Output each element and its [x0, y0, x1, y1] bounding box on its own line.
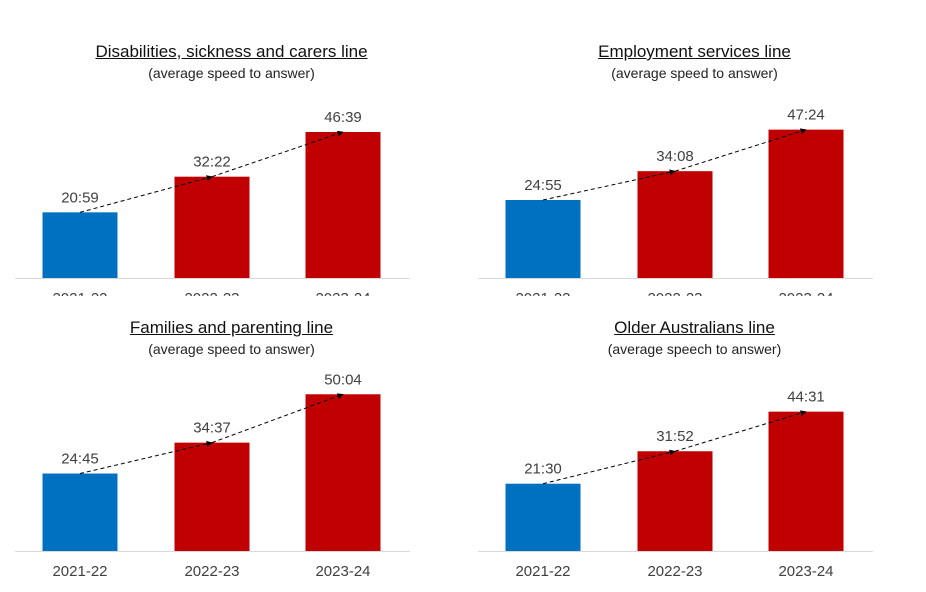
chart-title: Employment services line	[598, 42, 791, 61]
chart-title: Older Australians line	[614, 318, 775, 337]
bar-2022-23	[637, 451, 713, 551]
x-tick-label: 2021-22	[52, 290, 107, 296]
x-tick-label: 2022-23	[647, 290, 702, 296]
chart-subtitle: (average speech to answer)	[607, 341, 782, 357]
trend-arrow	[79, 175, 213, 213]
data-label: 46:39	[324, 109, 362, 126]
bar-2023-24	[768, 129, 844, 278]
trend-arrow	[542, 169, 676, 201]
x-tick-label: 2022-23	[647, 563, 702, 580]
bar-2021-22	[505, 483, 581, 551]
x-tick-label: 2021-22	[515, 290, 570, 296]
trend-arrow	[79, 440, 213, 475]
chart-title: Families and parenting line	[129, 318, 334, 337]
data-label: 34:37	[193, 420, 231, 437]
data-label: 21:30	[524, 461, 562, 478]
x-tick-label: 2022-23	[184, 290, 239, 296]
data-label: 47:24	[787, 107, 825, 124]
chart-subtitle: (average speed to answer)	[148, 65, 315, 81]
chart-plot: 24:45 2021-22 34:37 2022-23 50:04 2023-24	[15, 371, 410, 580]
bar-2021-22	[42, 473, 118, 551]
data-label: 24:45	[61, 451, 99, 468]
bar-2023-24	[305, 394, 381, 551]
x-tick-label: 2021-22	[515, 563, 570, 580]
chart-subtitle: (average speed to answer)	[611, 65, 778, 81]
chart-panel-families: Families and parenting line (average spe…	[0, 296, 463, 592]
x-tick-label: 2023-24	[315, 290, 370, 296]
x-tick-label: 2022-23	[184, 563, 239, 580]
chart-panel-older-australians: Older Australians line (average speech t…	[463, 296, 926, 592]
bar-2023-24	[305, 131, 381, 278]
x-tick-label: 2023-24	[778, 290, 833, 296]
bar-2022-23	[637, 171, 713, 278]
x-tick-label: 2021-22	[52, 563, 107, 580]
x-tick-label: 2023-24	[778, 563, 833, 580]
data-label: 44:31	[787, 389, 825, 406]
chart-title: Disabilities, sickness and carers line	[95, 42, 368, 61]
data-label: 34:08	[656, 148, 694, 165]
chart-plot: 20:59 2021-22 32:22 2022-23 46:39 2023-24	[15, 109, 410, 296]
trend-arrow	[211, 393, 344, 444]
bar-2021-22	[42, 212, 118, 278]
data-label: 32:22	[193, 154, 231, 171]
chart-panel-disabilities: Disabilities, sickness and carers line (…	[0, 0, 463, 296]
data-label: 24:55	[524, 177, 562, 194]
trend-arrow	[674, 128, 807, 172]
chart-plot: 24:55 2021-22 34:08 2022-23 47:24 2023-24	[478, 107, 873, 296]
trend-arrow	[211, 130, 344, 178]
chart-plot: 21:30 2021-22 31:52 2022-23 44:31 2023-24	[478, 389, 873, 580]
trend-arrow	[674, 410, 807, 452]
bar-2022-23	[174, 176, 250, 278]
bar-2021-22	[505, 200, 581, 278]
chart-panel-employment: Employment services line (average speed …	[463, 0, 926, 296]
bar-2023-24	[768, 411, 844, 551]
trend-arrow	[542, 449, 676, 485]
chart-subtitle: (average speed to answer)	[148, 341, 315, 357]
x-tick-label: 2023-24	[315, 563, 370, 580]
bar-2022-23	[174, 442, 250, 551]
data-label: 50:04	[324, 371, 362, 388]
data-label: 31:52	[656, 428, 694, 445]
data-label: 20:59	[61, 189, 99, 206]
